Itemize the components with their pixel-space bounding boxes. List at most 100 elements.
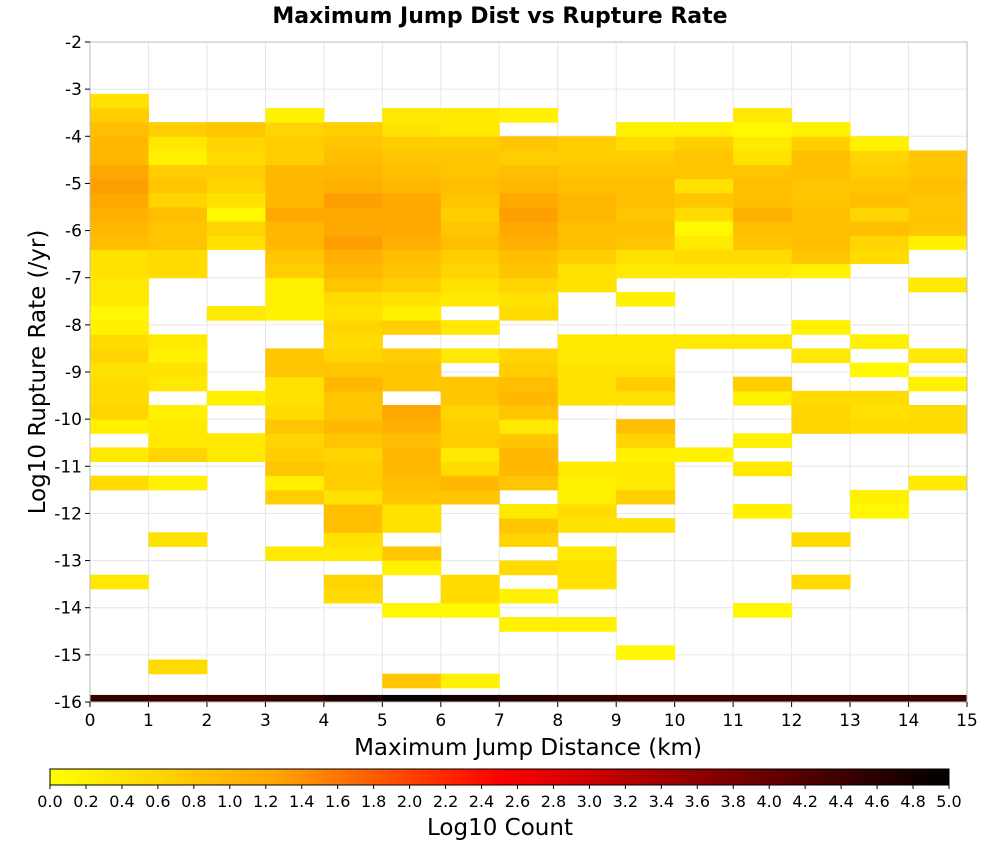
colorbar-tick-label: 4.8 — [900, 792, 925, 811]
heatmap-cell — [323, 390, 383, 406]
heatmap-cell — [206, 433, 266, 448]
heatmap-cell — [616, 489, 676, 505]
heatmap-cell — [90, 475, 149, 491]
heatmap-cell — [323, 291, 383, 307]
heatmap-cell — [850, 489, 910, 505]
heatmap-cell — [148, 164, 208, 180]
heatmap-cell — [382, 122, 442, 137]
heatmap-cell — [616, 348, 676, 364]
heatmap-cell — [791, 207, 851, 222]
colorbar-tick-label: 0.4 — [109, 792, 134, 811]
heatmap-cell — [265, 192, 325, 208]
heatmap-cell — [850, 164, 910, 180]
heatmap-cell — [323, 475, 383, 491]
heatmap-cell — [265, 221, 325, 236]
heatmap-cell — [850, 390, 910, 406]
heatmap-cell — [265, 263, 325, 279]
heatmap-cell — [908, 221, 968, 236]
heatmap-cell — [733, 390, 793, 406]
heatmap-cell — [674, 221, 734, 236]
heatmap-cell — [674, 178, 734, 194]
heatmap-cell — [557, 617, 617, 632]
heatmap-cell — [323, 207, 383, 222]
heatmap-cell — [323, 433, 383, 448]
heatmap-cell — [90, 235, 149, 250]
x-tick-label: 13 — [839, 711, 861, 731]
heatmap-cell — [791, 320, 851, 335]
heatmap-cell — [206, 207, 266, 222]
heatmap-cell — [499, 518, 559, 533]
heatmap-cell — [440, 249, 500, 265]
heatmap-cell — [382, 461, 442, 477]
heatmap-cell — [440, 390, 500, 406]
heatmap-cell — [382, 306, 442, 321]
heatmap-cell — [499, 461, 559, 477]
heatmap-cell — [206, 150, 266, 166]
heatmap-cell — [440, 150, 500, 166]
heatmap-cell — [148, 376, 208, 392]
y-tick-label: -12 — [54, 504, 82, 524]
heatmap-cell — [791, 532, 851, 547]
heatmap-cell — [850, 150, 910, 166]
heatmap-cell — [733, 178, 793, 194]
heatmap-cell — [499, 348, 559, 364]
colorbar-tick-label: 4.4 — [828, 792, 853, 811]
heatmap-cell — [557, 207, 617, 222]
heatmap-cell — [382, 348, 442, 364]
heatmap-cell — [265, 306, 325, 321]
y-axis-label: Log10 Rupture Rate (/yr) — [25, 230, 51, 515]
heatmap-cell — [323, 362, 383, 378]
heatmap-cell — [499, 362, 559, 378]
heatmap-cell — [148, 362, 208, 378]
heatmap-cell — [382, 207, 442, 222]
heatmap-cell — [616, 192, 676, 208]
heatmap-cell — [791, 348, 851, 364]
heatmap-cell — [733, 207, 793, 222]
heatmap-cell — [440, 348, 500, 364]
heatmap-cell — [382, 504, 442, 519]
heatmap-cell — [90, 178, 149, 194]
heatmap-cell — [499, 617, 559, 632]
x-tick-label: 7 — [494, 711, 505, 731]
heatmap-cell — [206, 164, 266, 180]
colorbar — [49, 768, 950, 786]
heatmap-cell — [616, 390, 676, 406]
heatmap-cells — [90, 93, 968, 703]
heatmap-cell — [557, 263, 617, 279]
heatmap-cell — [323, 334, 383, 349]
heatmap-cell — [382, 405, 442, 420]
heatmap-cell — [90, 574, 149, 590]
heatmap-cell — [382, 603, 442, 618]
heatmap-cell — [90, 376, 149, 392]
chart-title: Maximum Jump Dist vs Rupture Rate — [272, 4, 727, 29]
heatmap-cell — [908, 150, 968, 166]
colorbar-tick-label: 2.4 — [469, 792, 494, 811]
heatmap-cell — [323, 405, 383, 420]
heatmap-cell — [440, 178, 500, 194]
heatmap-cell — [674, 164, 734, 180]
heatmap-cell — [90, 207, 149, 222]
heatmap-cell — [382, 291, 442, 307]
heatmap-cell — [323, 192, 383, 208]
heatmap-cell — [791, 235, 851, 250]
heatmap-cell — [148, 207, 208, 222]
x-tick-label: 15 — [956, 711, 978, 731]
heatmap-cell — [440, 136, 500, 151]
heatmap-cell — [265, 433, 325, 448]
heatmap-cell — [206, 694, 266, 703]
heatmap-cell — [908, 405, 968, 420]
heatmap-cell — [265, 150, 325, 166]
colorbar-tick-label: 3.8 — [721, 792, 746, 811]
heatmap-cell — [382, 475, 442, 491]
heatmap-cell — [616, 150, 676, 166]
colorbar-tick-label: 3.6 — [685, 792, 710, 811]
heatmap-cell — [499, 178, 559, 194]
heatmap-cell — [440, 574, 500, 590]
colorbar-tick-label: 0.2 — [73, 792, 98, 811]
heatmap-cell — [499, 249, 559, 265]
heatmap-cell — [90, 263, 149, 279]
heatmap-cell — [791, 574, 851, 590]
heatmap-cell — [850, 504, 910, 519]
heatmap-cell — [674, 122, 734, 137]
heatmap-cell — [382, 489, 442, 505]
